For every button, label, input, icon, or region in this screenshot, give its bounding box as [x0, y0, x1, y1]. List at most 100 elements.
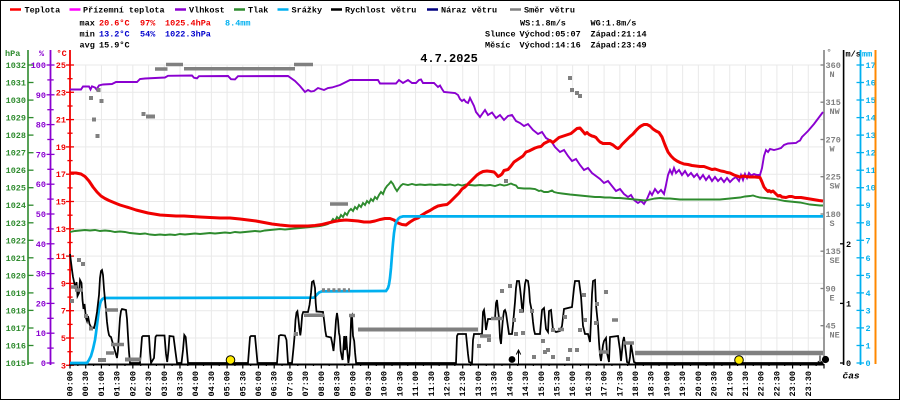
- svg-text:NW: NW: [830, 107, 841, 117]
- svg-text:10: 10: [866, 184, 876, 194]
- svg-text:17: 17: [56, 170, 66, 180]
- svg-text:23:30: 23:30: [804, 371, 814, 397]
- svg-text:04:30: 04:30: [207, 371, 217, 397]
- svg-text:21:00: 21:00: [725, 371, 735, 397]
- svg-text:Náraz větru: Náraz větru: [441, 6, 497, 16]
- svg-text:min: min: [80, 30, 95, 40]
- svg-text:20:00: 20:00: [694, 371, 704, 397]
- svg-text:0: 0: [866, 359, 871, 369]
- svg-text:avg: avg: [80, 41, 95, 51]
- svg-text:17: 17: [866, 61, 876, 71]
- svg-text:18:00: 18:00: [631, 371, 641, 397]
- svg-text:SW: SW: [830, 182, 841, 192]
- svg-text:1029: 1029: [6, 114, 26, 124]
- svg-text:17:00: 17:00: [600, 371, 610, 397]
- svg-text:00:30: 00:30: [81, 371, 91, 397]
- svg-text:15: 15: [866, 96, 876, 106]
- svg-text:2: 2: [846, 240, 851, 250]
- svg-text:100: 100: [31, 61, 46, 71]
- svg-text:15:30: 15:30: [552, 371, 562, 397]
- svg-text:03:30: 03:30: [175, 371, 185, 397]
- svg-text:19:30: 19:30: [678, 371, 688, 397]
- svg-text:2: 2: [866, 324, 871, 334]
- svg-text:06:00: 06:00: [254, 371, 264, 397]
- svg-text:10:00: 10:00: [380, 371, 390, 397]
- svg-text:22:00: 22:00: [757, 371, 767, 397]
- svg-text:9: 9: [866, 201, 871, 211]
- svg-text:WS:1.8m/s: WS:1.8m/s: [520, 19, 566, 29]
- svg-text:°C: °C: [57, 49, 67, 59]
- svg-text:1027: 1027: [6, 149, 26, 159]
- svg-text:1030: 1030: [6, 96, 26, 106]
- svg-text:4.7.2025: 4.7.2025: [420, 52, 478, 66]
- svg-text:11: 11: [866, 166, 876, 176]
- svg-text:11: 11: [56, 252, 66, 262]
- svg-text:°: °: [827, 48, 832, 58]
- svg-text:10: 10: [36, 329, 46, 339]
- svg-text:hPa: hPa: [5, 49, 20, 59]
- svg-text:Východ:14:16: Východ:14:16: [520, 41, 581, 51]
- svg-text:WG:1.8m/s: WG:1.8m/s: [591, 19, 637, 29]
- svg-text:1022.3hPa: 1022.3hPa: [165, 30, 211, 40]
- svg-text:20:30: 20:30: [710, 371, 720, 397]
- svg-text:18:30: 18:30: [647, 371, 657, 397]
- svg-text:mm: mm: [862, 50, 872, 60]
- svg-text:08:00: 08:00: [317, 371, 327, 397]
- svg-text:Západ:21:14: Západ:21:14: [591, 30, 647, 40]
- svg-text:5: 5: [61, 334, 66, 344]
- svg-text:12:00: 12:00: [443, 371, 453, 397]
- svg-text:m/s: m/s: [846, 50, 861, 60]
- svg-text:1023: 1023: [6, 219, 26, 229]
- svg-text:N: N: [830, 70, 835, 80]
- svg-text:19: 19: [56, 143, 66, 153]
- svg-text:15: 15: [56, 198, 66, 208]
- svg-text:05:30: 05:30: [238, 371, 248, 397]
- svg-text:4: 4: [866, 289, 871, 299]
- svg-text:8: 8: [866, 219, 871, 229]
- svg-text:0: 0: [846, 359, 851, 369]
- svg-text:02:30: 02:30: [144, 371, 154, 397]
- svg-text:max: max: [80, 19, 95, 29]
- svg-text:225: 225: [826, 173, 841, 183]
- svg-text:19:00: 19:00: [662, 371, 672, 397]
- svg-text:14:00: 14:00: [505, 371, 515, 397]
- svg-text:1022: 1022: [6, 236, 26, 246]
- svg-text:70: 70: [36, 150, 46, 160]
- svg-text:25: 25: [56, 61, 66, 71]
- svg-text:13:30: 13:30: [490, 371, 500, 397]
- svg-text:Vlhkost: Vlhkost: [189, 6, 225, 16]
- svg-text:Srážky: Srážky: [292, 6, 323, 16]
- svg-text:7: 7: [866, 236, 871, 246]
- svg-text:0: 0: [41, 359, 46, 369]
- svg-text:1018: 1018: [6, 306, 26, 316]
- svg-text:1019: 1019: [6, 289, 26, 299]
- svg-text:30: 30: [36, 270, 46, 280]
- svg-text:Východ:05:07: Východ:05:07: [520, 30, 581, 40]
- svg-text:01:00: 01:00: [97, 371, 107, 397]
- svg-text:SE: SE: [830, 256, 840, 266]
- svg-text:11:30: 11:30: [427, 371, 437, 397]
- svg-text:01:30: 01:30: [113, 371, 123, 397]
- svg-text:13:00: 13:00: [474, 371, 484, 397]
- svg-text:60: 60: [36, 180, 46, 190]
- svg-text:21:30: 21:30: [741, 371, 751, 397]
- svg-text:12:30: 12:30: [458, 371, 468, 397]
- svg-text:15.9°C: 15.9°C: [99, 41, 130, 51]
- svg-text:11:00: 11:00: [411, 371, 421, 397]
- svg-text:20: 20: [36, 299, 46, 309]
- svg-text:W: W: [830, 144, 836, 154]
- svg-text:1032: 1032: [6, 61, 26, 71]
- svg-text:6: 6: [866, 254, 871, 264]
- svg-text:16: 16: [866, 79, 876, 89]
- svg-text:Teplota: Teplota: [25, 6, 61, 16]
- svg-text:1025.4hPa: 1025.4hPa: [165, 19, 211, 29]
- svg-text:21: 21: [56, 116, 66, 126]
- svg-text:Směr větru: Směr větru: [524, 6, 575, 16]
- svg-text:13.2°C: 13.2°C: [99, 30, 130, 40]
- svg-text:08:30: 08:30: [333, 371, 343, 397]
- svg-text:17:30: 17:30: [615, 371, 625, 397]
- svg-text:1017: 1017: [6, 324, 26, 334]
- svg-text:50: 50: [36, 210, 46, 220]
- svg-text:180: 180: [826, 210, 841, 220]
- svg-text:06:30: 06:30: [270, 371, 280, 397]
